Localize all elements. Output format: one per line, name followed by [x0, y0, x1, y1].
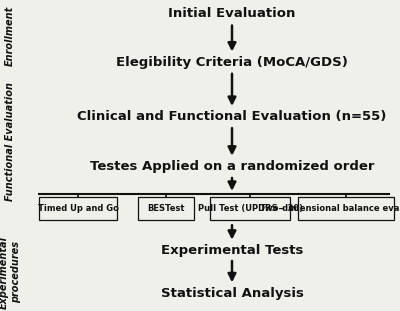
Text: Clinical and Functional Evaluation (n=55): Clinical and Functional Evaluation (n=55…: [77, 110, 387, 123]
Text: Functional Evaluation: Functional Evaluation: [5, 82, 15, 201]
Text: Experimental Tests: Experimental Tests: [161, 244, 303, 257]
Text: Two-dimensional balance evaluation: Two-dimensional balance evaluation: [260, 204, 400, 213]
Text: Initial Evaluation: Initial Evaluation: [168, 7, 296, 21]
FancyBboxPatch shape: [298, 197, 394, 220]
Text: Timed Up and Go: Timed Up and Go: [38, 204, 118, 213]
Text: Statistical Analysis: Statistical Analysis: [160, 287, 304, 300]
Text: Experimental
procedures: Experimental procedures: [0, 236, 21, 309]
Text: Pull Test (UPDRS – 30): Pull Test (UPDRS – 30): [198, 204, 302, 213]
Text: Enrollment: Enrollment: [5, 6, 15, 66]
Text: Elegibility Criteria (MoCA/GDS): Elegibility Criteria (MoCA/GDS): [116, 56, 348, 69]
Text: BESTest: BESTest: [147, 204, 185, 213]
FancyBboxPatch shape: [39, 197, 117, 220]
FancyBboxPatch shape: [138, 197, 194, 220]
FancyBboxPatch shape: [210, 197, 290, 220]
Text: Testes Applied on a randomized order: Testes Applied on a randomized order: [90, 160, 374, 173]
